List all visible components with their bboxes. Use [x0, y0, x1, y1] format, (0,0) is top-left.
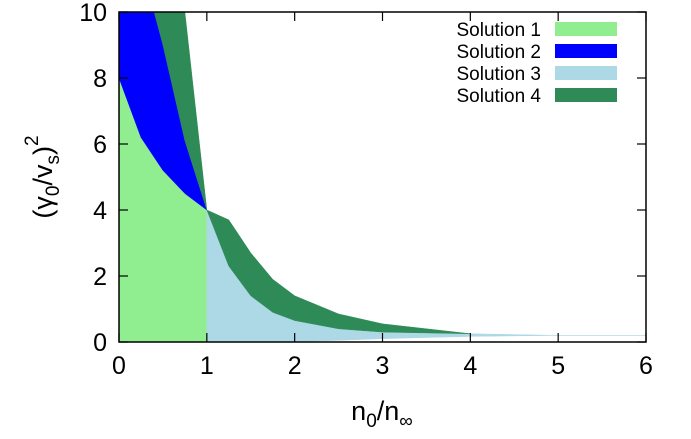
y-tick-label: 4 — [93, 197, 107, 225]
y-tick-label: 8 — [93, 65, 107, 93]
area-layer — [119, 12, 646, 342]
legend-swatch-2 — [555, 44, 617, 58]
x-tick-label: 2 — [288, 352, 302, 380]
x-tick-label: 1 — [200, 352, 214, 380]
x-tick-label: 3 — [376, 352, 390, 380]
x-tick-label: 6 — [639, 352, 653, 380]
legend-swatch-3 — [555, 66, 617, 80]
x-axis-title: n0/n∞ — [351, 396, 413, 432]
legend-swatch-4 — [555, 88, 617, 102]
y-tick-label: 6 — [93, 131, 107, 159]
y-tick-label: 0 — [93, 329, 107, 357]
legend-label-1: Solution 1 — [456, 20, 541, 41]
y-tick-label: 2 — [93, 263, 107, 291]
legend-swatch-1 — [555, 22, 617, 36]
area-series-3 — [207, 210, 646, 342]
y-axis-title: (γ0/vs)2 — [22, 135, 64, 218]
x-tick-label: 0 — [112, 352, 126, 380]
x-tick-label: 5 — [551, 352, 565, 380]
legend-label-3: Solution 3 — [456, 64, 541, 85]
legend-label-4: Solution 4 — [456, 86, 541, 107]
x-tick-label: 4 — [463, 352, 477, 380]
legend-label-2: Solution 2 — [456, 42, 541, 63]
y-tick-label: 10 — [79, 0, 107, 27]
